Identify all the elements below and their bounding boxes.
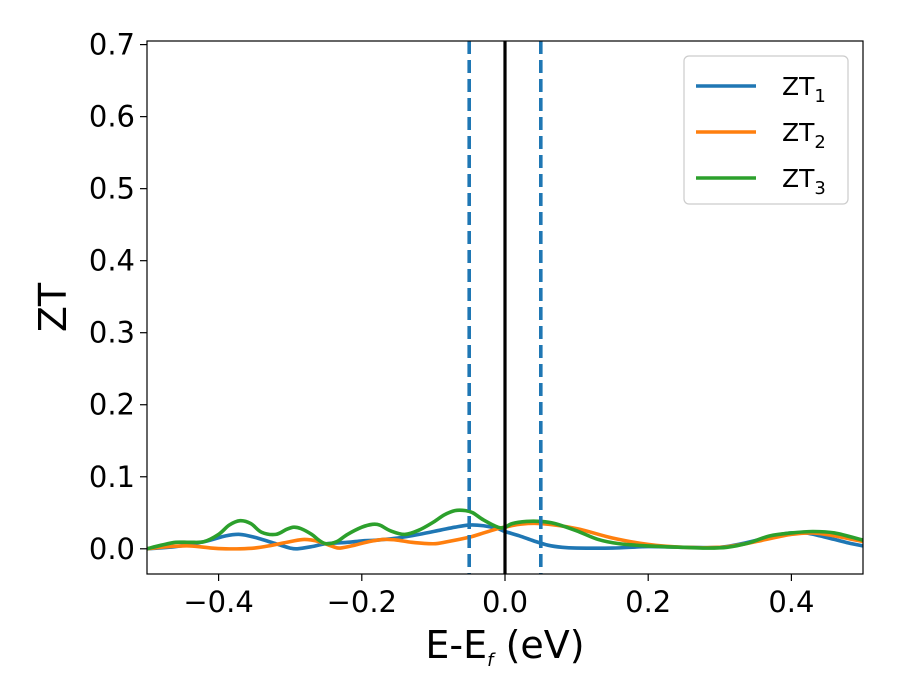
legend: ZT1 ZT2 ZT3 [683,55,849,205]
x-tick-label: 0.4 [768,585,814,619]
legend-item-zt2: ZT2 [696,118,826,153]
x-tick-label: −0.4 [183,585,253,619]
y-tick-label: 0.3 [89,316,135,350]
legend-item-zt3: ZT3 [696,164,826,199]
legend-label: ZT1 [782,72,826,107]
legend-label: ZT3 [782,164,826,199]
y-tick-label: 0.5 [89,172,135,206]
x-axis: −0.4 −0.2 0.0 0.2 0.4 [183,574,814,619]
series-line-zt3 [147,508,863,551]
y-tick-label: 0.0 [89,532,135,566]
legend-frame [683,55,849,205]
x-tick-label: −0.2 [327,585,397,619]
y-tick-label: 0.7 [89,28,135,62]
y-axis: 0.0 0.1 0.2 0.3 0.4 0.5 0.6 0.7 [89,28,147,566]
y-tick-label: 0.2 [89,388,135,422]
y-tick-label: 0.4 [89,244,135,278]
legend-label: ZT2 [782,118,826,153]
y-tick-label: 0.1 [89,460,135,494]
x-axis-title: E-Ef (eV) [425,623,584,671]
y-axis-title: ZT [31,282,75,332]
x-tick-label: 0.2 [625,585,671,619]
x-tick-label: 0.0 [482,585,528,619]
legend-item-zt1: ZT1 [696,72,826,107]
y-tick-label: 0.6 [89,100,135,134]
